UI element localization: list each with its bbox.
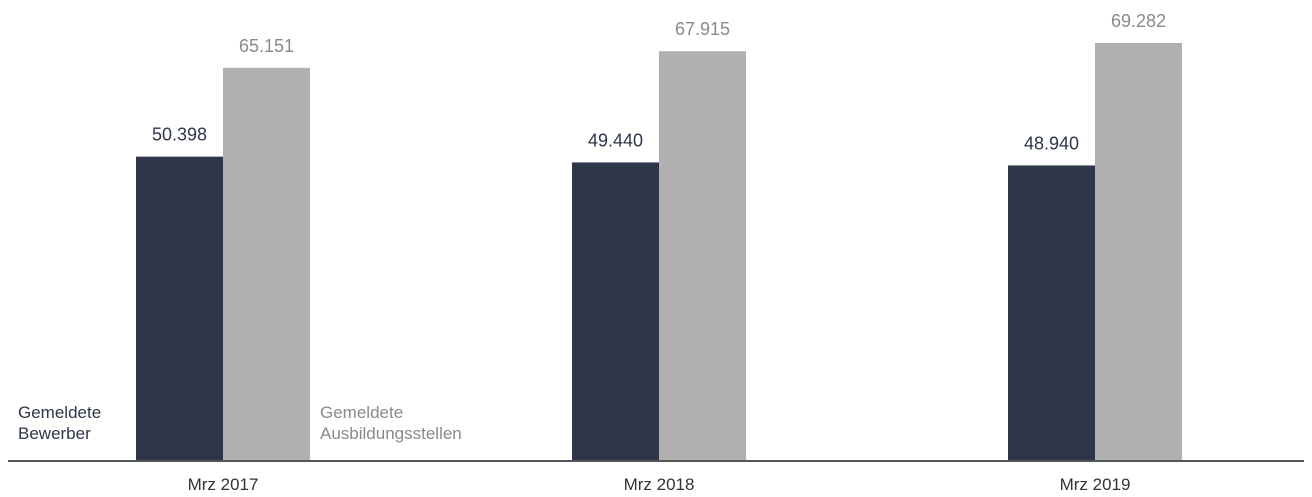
bar-gemeldete-ausbildungsstellen-mrz-2019 [1095,43,1182,460]
bar-gemeldete-ausbildungsstellen-mrz-2017 [223,67,310,461]
bar-gemeldete-bewerber-mrz-2018 [572,162,659,460]
value-label-gemeldete-bewerber-mrz-2017: 50.398 [152,125,207,145]
series-label-ausbildungsstellen: Gemeldete Ausbildungsstellen [320,402,462,444]
series-label-ausbildungsstellen-line-1: Gemeldete [320,403,404,422]
value-label-gemeldete-bewerber-mrz-2019: 48.940 [1024,133,1079,153]
x-tick-labels-group: Mrz 2017 Mrz 2018 Mrz 2019 [188,475,1131,494]
series-label-ausbildungsstellen-line-2: Ausbildungsstellen [320,424,462,443]
bar-gemeldete-ausbildungsstellen-mrz-2018 [659,51,746,460]
series-label-bewerber-line-2: Bewerber [18,424,91,443]
value-label-gemeldete-bewerber-mrz-2018: 49.440 [588,130,643,150]
x-tick-label-mrz-2019: Mrz 2019 [1060,475,1131,494]
series-label-bewerber: Gemeldete Bewerber [18,402,101,444]
series-label-bewerber-line-1: Gemeldete [18,403,102,422]
x-tick-label-mrz-2018: Mrz 2018 [624,475,695,494]
x-tick-label-mrz-2017: Mrz 2017 [188,475,259,494]
bars-group [136,43,1182,461]
value-label-gemeldete-ausbildungsstellen-mrz-2017: 65.151 [239,36,294,56]
bar-gemeldete-bewerber-mrz-2017 [136,156,223,460]
value-label-gemeldete-ausbildungsstellen-mrz-2018: 67.915 [675,19,730,39]
bar-gemeldete-bewerber-mrz-2019 [1008,165,1095,461]
value-labels-group: 50.398 65.151 49.440 67.915 48.940 69.282 [152,11,1166,153]
value-label-gemeldete-ausbildungsstellen-mrz-2019: 69.282 [1111,11,1166,31]
